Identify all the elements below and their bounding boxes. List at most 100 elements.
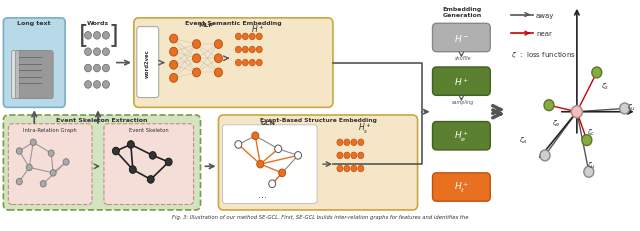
FancyBboxPatch shape: [19, 51, 53, 99]
Text: Event Skeleton Extraction: Event Skeleton Extraction: [56, 118, 148, 123]
Text: $\zeta_c$: $\zeta_c$: [587, 127, 595, 137]
Circle shape: [351, 152, 357, 159]
Circle shape: [250, 47, 255, 54]
Circle shape: [30, 140, 36, 146]
Circle shape: [344, 165, 350, 172]
Text: Event Semantic Embedding: Event Semantic Embedding: [185, 21, 282, 26]
Circle shape: [40, 181, 46, 187]
Circle shape: [147, 176, 154, 183]
FancyBboxPatch shape: [15, 51, 49, 99]
Circle shape: [250, 34, 255, 40]
FancyBboxPatch shape: [218, 116, 417, 210]
Text: ]: ]: [109, 23, 118, 47]
Text: $\zeta_u$: $\zeta_u$: [627, 102, 636, 112]
Circle shape: [540, 150, 550, 161]
Circle shape: [256, 60, 262, 67]
Text: Words: Words: [87, 21, 109, 26]
FancyBboxPatch shape: [223, 125, 317, 204]
Circle shape: [584, 167, 594, 177]
Circle shape: [170, 35, 178, 44]
Text: away: away: [536, 12, 554, 18]
Text: sampling: sampling: [452, 99, 475, 104]
Circle shape: [252, 132, 259, 140]
Text: $\zeta_a$: $\zeta_a$: [518, 136, 527, 146]
FancyBboxPatch shape: [12, 51, 45, 99]
Text: $H^+$: $H^+$: [454, 76, 469, 88]
Circle shape: [243, 47, 248, 54]
Text: Fig. 3: Illustration of our method SE-GCL. First, SE-GCL builds inter-relation g: Fig. 3: Illustration of our method SE-GC…: [172, 214, 468, 219]
Circle shape: [93, 32, 100, 40]
Text: $H_e^+$: $H_e^+$: [454, 129, 469, 143]
Circle shape: [278, 169, 285, 177]
Circle shape: [165, 158, 172, 166]
Text: Event Skeleton: Event Skeleton: [129, 128, 168, 132]
Text: word2vec: word2vec: [145, 49, 150, 78]
Text: shuffle: shuffle: [455, 56, 472, 61]
Circle shape: [358, 140, 364, 146]
Circle shape: [113, 148, 120, 155]
Circle shape: [294, 152, 301, 160]
Text: $H_t^+$: $H_t^+$: [454, 180, 469, 194]
Circle shape: [193, 40, 200, 49]
FancyBboxPatch shape: [104, 124, 193, 205]
Circle shape: [102, 81, 109, 89]
Text: $\zeta_s$: $\zeta_s$: [601, 81, 609, 91]
Circle shape: [337, 140, 343, 146]
Circle shape: [243, 60, 248, 67]
Circle shape: [344, 140, 350, 146]
Text: $H^+$: $H^+$: [250, 23, 264, 35]
Circle shape: [572, 106, 582, 118]
Circle shape: [84, 32, 92, 40]
Circle shape: [127, 141, 134, 149]
FancyBboxPatch shape: [3, 116, 200, 210]
Circle shape: [93, 49, 100, 56]
Circle shape: [170, 74, 178, 83]
Circle shape: [170, 48, 178, 57]
Circle shape: [592, 68, 602, 79]
Circle shape: [544, 100, 554, 111]
Circle shape: [235, 141, 242, 149]
Circle shape: [93, 65, 100, 73]
Text: GCN: GCN: [260, 121, 276, 126]
Circle shape: [236, 60, 241, 67]
Text: $H_s^+$: $H_s^+$: [358, 121, 371, 135]
Text: $H^-$: $H^-$: [454, 33, 469, 44]
Circle shape: [48, 150, 54, 157]
Circle shape: [344, 152, 350, 159]
Circle shape: [620, 103, 630, 114]
Circle shape: [102, 65, 109, 73]
Circle shape: [243, 34, 248, 40]
Circle shape: [236, 34, 241, 40]
Circle shape: [193, 69, 200, 77]
Text: $\zeta_u$: $\zeta_u$: [587, 160, 596, 170]
Text: Long text: Long text: [17, 21, 51, 26]
Circle shape: [269, 180, 276, 188]
Text: near: near: [536, 31, 552, 37]
FancyBboxPatch shape: [8, 124, 92, 205]
FancyBboxPatch shape: [134, 19, 333, 108]
Text: [: [: [79, 23, 89, 47]
Circle shape: [214, 69, 223, 77]
Circle shape: [358, 152, 364, 159]
FancyBboxPatch shape: [137, 27, 159, 98]
Circle shape: [84, 81, 92, 89]
Circle shape: [26, 164, 32, 171]
FancyBboxPatch shape: [433, 24, 490, 52]
Text: $\zeta_e$: $\zeta_e$: [552, 118, 561, 128]
Circle shape: [214, 40, 223, 49]
Text: ...: ...: [258, 189, 267, 199]
FancyBboxPatch shape: [433, 68, 490, 96]
Text: Intra-Relation Graph: Intra-Relation Graph: [23, 128, 77, 132]
Circle shape: [17, 179, 22, 185]
Circle shape: [275, 145, 282, 153]
Circle shape: [337, 165, 343, 172]
Circle shape: [257, 161, 264, 168]
Circle shape: [102, 49, 109, 56]
Circle shape: [351, 140, 357, 146]
Circle shape: [256, 47, 262, 54]
Circle shape: [214, 55, 223, 63]
FancyBboxPatch shape: [433, 122, 490, 150]
Text: $\zeta$  :  loss functions: $\zeta$ : loss functions: [511, 50, 576, 60]
Circle shape: [102, 32, 109, 40]
Circle shape: [193, 55, 200, 63]
